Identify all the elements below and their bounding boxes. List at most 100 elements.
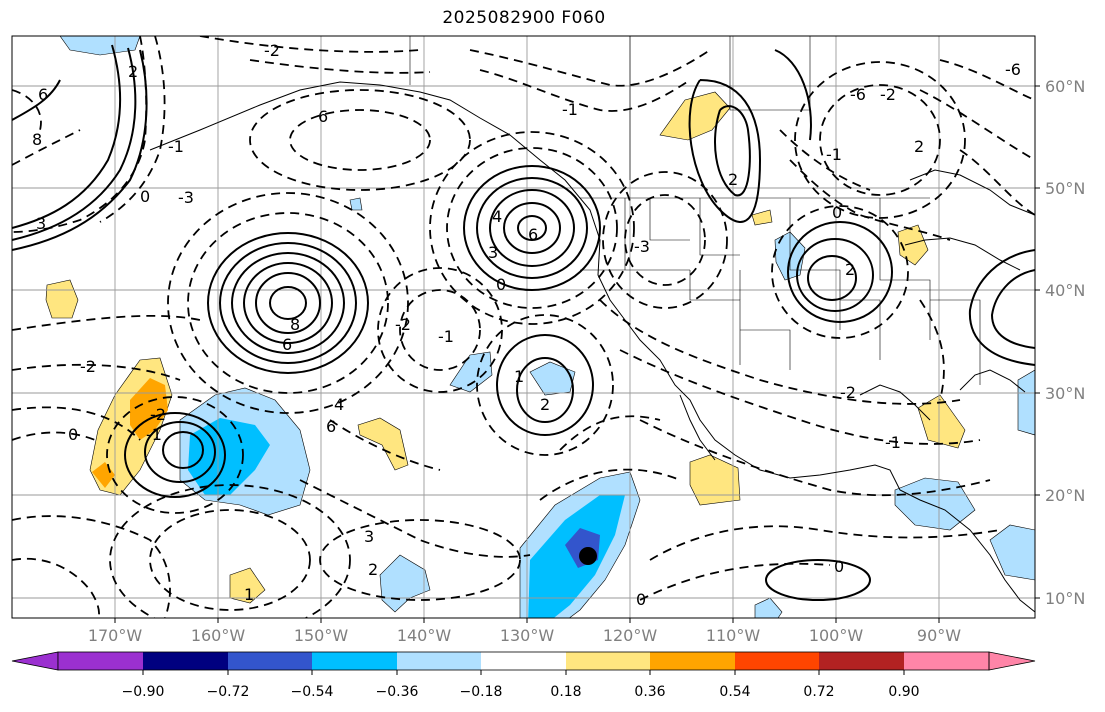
contour-solid: [476, 177, 588, 279]
shaded-anomalies: [45, 36, 1035, 618]
contour-label: 3: [36, 214, 46, 233]
contour-label: -2: [880, 85, 896, 104]
colorbar-tick-label: 0.90: [888, 684, 920, 700]
contour-label: 0: [140, 187, 150, 206]
yellow-patch: [751, 209, 773, 226]
colorbar-tick-label: 0.72: [803, 684, 835, 700]
lon-label-110w: 110°W: [705, 626, 761, 645]
colorbar-swatch: [566, 652, 650, 670]
colorbar-tick-label: 0.54: [719, 684, 751, 700]
lightblue-patch: [59, 36, 141, 56]
contour-label: 4: [492, 207, 502, 226]
contour-dashed: [109, 484, 351, 618]
contour-dashed: [779, 129, 871, 191]
contour-label: 2: [540, 395, 550, 414]
colorbar-swatch: [650, 652, 735, 670]
contour-dashed: [149, 509, 311, 611]
contour-label: -1: [438, 327, 454, 346]
colorbar-tick-label: −0.90: [121, 684, 165, 700]
contour-solid: [255, 272, 321, 334]
contour-solid: [688, 79, 762, 223]
colorbar-frame: [57, 651, 990, 671]
contour-dashed: [12, 314, 201, 331]
contour-label: -3: [634, 237, 650, 256]
contour-label: 6: [528, 225, 538, 244]
colorbar-swatch: [312, 652, 397, 670]
contour-label: -1: [562, 100, 578, 119]
contour-dashed: [319, 519, 521, 601]
contour-dashed: [12, 363, 181, 381]
yellow-patch: [897, 224, 929, 266]
colorbar-tick-label: 0.18: [550, 684, 582, 700]
contour-dashed: [619, 349, 981, 445]
contour-labels: 6 8 -2 2 -1 0 3 -3 6 8 6 -2 -1 4 6 3 -3 …: [32, 41, 1021, 609]
contour-dashed: [639, 419, 991, 497]
colorbar-swatch: [819, 652, 904, 670]
contour-dashed: [959, 149, 1035, 216]
lon-label-140w: 140°W: [396, 626, 452, 645]
contour-dashed: [249, 59, 431, 74]
contour-dashed: [12, 36, 148, 233]
contour-solid: [516, 357, 574, 423]
contour-dashed: [476, 314, 614, 456]
map-frame: [11, 35, 1036, 619]
contour-label: -1: [826, 145, 842, 164]
contour-label: 0: [68, 425, 78, 444]
contour-dashed: [919, 89, 1035, 161]
contour-label: -1: [168, 137, 184, 156]
contour-label: 2: [914, 137, 924, 156]
lat-label-10n: 10°N: [1045, 589, 1086, 608]
contour-dashed: [939, 59, 1035, 101]
contour-label: 0: [834, 557, 844, 576]
contour-solid: [796, 238, 874, 312]
contour-solid: [496, 334, 594, 436]
lat-label-30n: 30°N: [1045, 384, 1086, 403]
contour-label: 2: [368, 560, 378, 579]
contour-label: -2: [264, 41, 280, 60]
lat-label-40n: 40°N: [1045, 281, 1086, 300]
lightblue-patch: [989, 524, 1035, 581]
contour-solid: [714, 105, 751, 197]
contour-solid: [269, 286, 307, 320]
contour-solid: [990, 269, 1035, 349]
contour-dashed: [446, 147, 618, 309]
yellow-patch: [229, 567, 266, 604]
colorbar-extend-high: [988, 651, 1036, 671]
contour-dashed: [429, 131, 635, 325]
contour-solid: [144, 421, 216, 483]
contour-dashed: [602, 171, 728, 309]
contour-label: -2: [840, 383, 856, 402]
contour-solid: [162, 431, 204, 469]
contour-dashed: [399, 289, 481, 371]
contour-dashed: [649, 525, 1001, 561]
contour-solid: [489, 189, 575, 267]
contour-dashed: [106, 396, 244, 514]
contour-label: 8: [290, 315, 300, 334]
contour-label: -1: [885, 433, 901, 452]
contour-solid: [503, 202, 561, 254]
contour-label: 0: [636, 590, 646, 609]
contour-dashed: [599, 299, 961, 405]
yellow-patch: [45, 279, 79, 319]
contour-label: -6: [850, 85, 866, 104]
lat-label-50n: 50°N: [1045, 179, 1086, 198]
colorbar-swatch: [481, 652, 566, 670]
contour-dashed: [167, 192, 409, 414]
colorbar-swatch: [735, 652, 819, 670]
colorbar-extend-low: [11, 651, 59, 671]
lon-label-130w: 130°W: [499, 626, 555, 645]
contour-label: 1: [514, 367, 524, 386]
contour-label: 6: [282, 335, 292, 354]
lightblue-patch: [349, 197, 363, 211]
colorbar-swatch: [228, 652, 312, 670]
contour-dashed: [479, 69, 691, 112]
plot-title: 2025082900 F060: [442, 8, 606, 28]
contour-dashed: [12, 129, 81, 166]
contour-dashed: [299, 479, 531, 558]
contour-dashed: [289, 109, 431, 171]
contours: [12, 36, 1035, 618]
contour-label: 1: [244, 585, 254, 604]
contour-solid: [463, 165, 601, 291]
contour-label: -3: [178, 188, 194, 207]
contour-dashed: [12, 431, 96, 441]
